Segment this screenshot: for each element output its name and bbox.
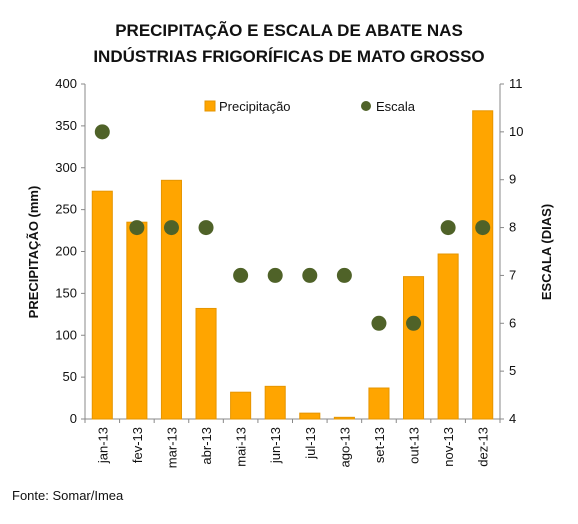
point-escala [371,315,387,331]
source-note: Fonte: Somar/Imea [12,488,124,503]
bar-precipitacao [403,276,425,420]
point-escala [267,267,283,283]
x-tick-label: jul-13 [303,427,318,460]
x-tick-label: dez-13 [476,427,491,467]
bar-precipitacao [230,391,252,420]
x-tick-label: jan-13 [95,427,110,464]
plot-area: 0 50 100 150 200 250 300 350 400 4 5 6 7 8 9 10 11 jan-13… [55,76,523,468]
y-tick-label: 350 [55,118,77,133]
y2-tick-label: 6 [509,315,516,330]
bar-precipitacao [368,387,390,420]
point-escala [302,267,318,283]
bar-precipitacao [264,385,286,420]
bar-precipitacao [91,190,113,420]
x-tick-label: mai-13 [234,427,249,467]
y-tick-label: 250 [55,202,77,217]
x-tick-label: fev-13 [130,427,145,463]
point-escala [94,124,110,140]
point-escala [336,267,352,283]
bar-precipitacao [160,179,182,420]
y-tick-label: 200 [55,244,77,259]
legend-label-escala: Escala [376,99,416,114]
y-tick-label: 300 [55,160,77,175]
legend-swatch-precipitacao [204,100,216,112]
x-tick-label: abr-13 [199,427,214,465]
point-escala [198,220,214,236]
legend-swatch-escala [361,101,371,111]
point-escala [163,220,179,236]
y2-axis-title: ESCALA (DIAS) [539,204,554,300]
point-escala [233,267,249,283]
y-tick-label: 50 [63,369,77,384]
y2-tick-label: 11 [509,76,523,91]
y2-tick-label: 9 [509,172,516,187]
y2-tick-label: 10 [509,124,523,139]
x-tick-label: out-13 [407,427,422,464]
chart-title-line-1: PRECIPITAÇÃO E ESCALA DE ABATE NAS [115,20,463,40]
bar-precipitacao [299,412,321,420]
bar-precipitacao [195,307,217,420]
bar-precipitacao [472,110,494,420]
point-escala [440,220,456,236]
point-escala [406,315,422,331]
point-escala [475,220,491,236]
x-tick-label: nov-13 [441,427,456,467]
x-tick-label: set-13 [372,427,387,463]
x-tick-label: jun-13 [268,427,283,464]
legend: Precipitação Escala [204,99,416,114]
y-axis-title: PRECIPITAÇÃO (mm) [26,186,41,319]
point-escala [129,220,145,236]
y-tick-label: 400 [55,76,77,91]
bar-precipitacao [437,253,459,420]
y2-tick-label: 5 [509,363,516,378]
y-tick-label: 100 [55,327,77,342]
y-tick-label: 150 [55,285,77,300]
y2-tick-label: 7 [509,267,516,282]
y2-tick-label: 4 [509,411,516,426]
y-tick-label: 0 [70,411,77,426]
bar-precipitacao [333,416,355,420]
y2-tick-label: 8 [509,220,516,235]
chart-title-line-2: INDÚSTRIAS FRIGORÍFICAS DE MATO GROSSO [93,47,484,66]
bar-precipitacao [126,221,148,420]
x-tick-label: ago-13 [337,427,352,467]
legend-label-precipitacao: Precipitação [219,99,291,114]
x-tick-label: mar-13 [164,427,179,468]
